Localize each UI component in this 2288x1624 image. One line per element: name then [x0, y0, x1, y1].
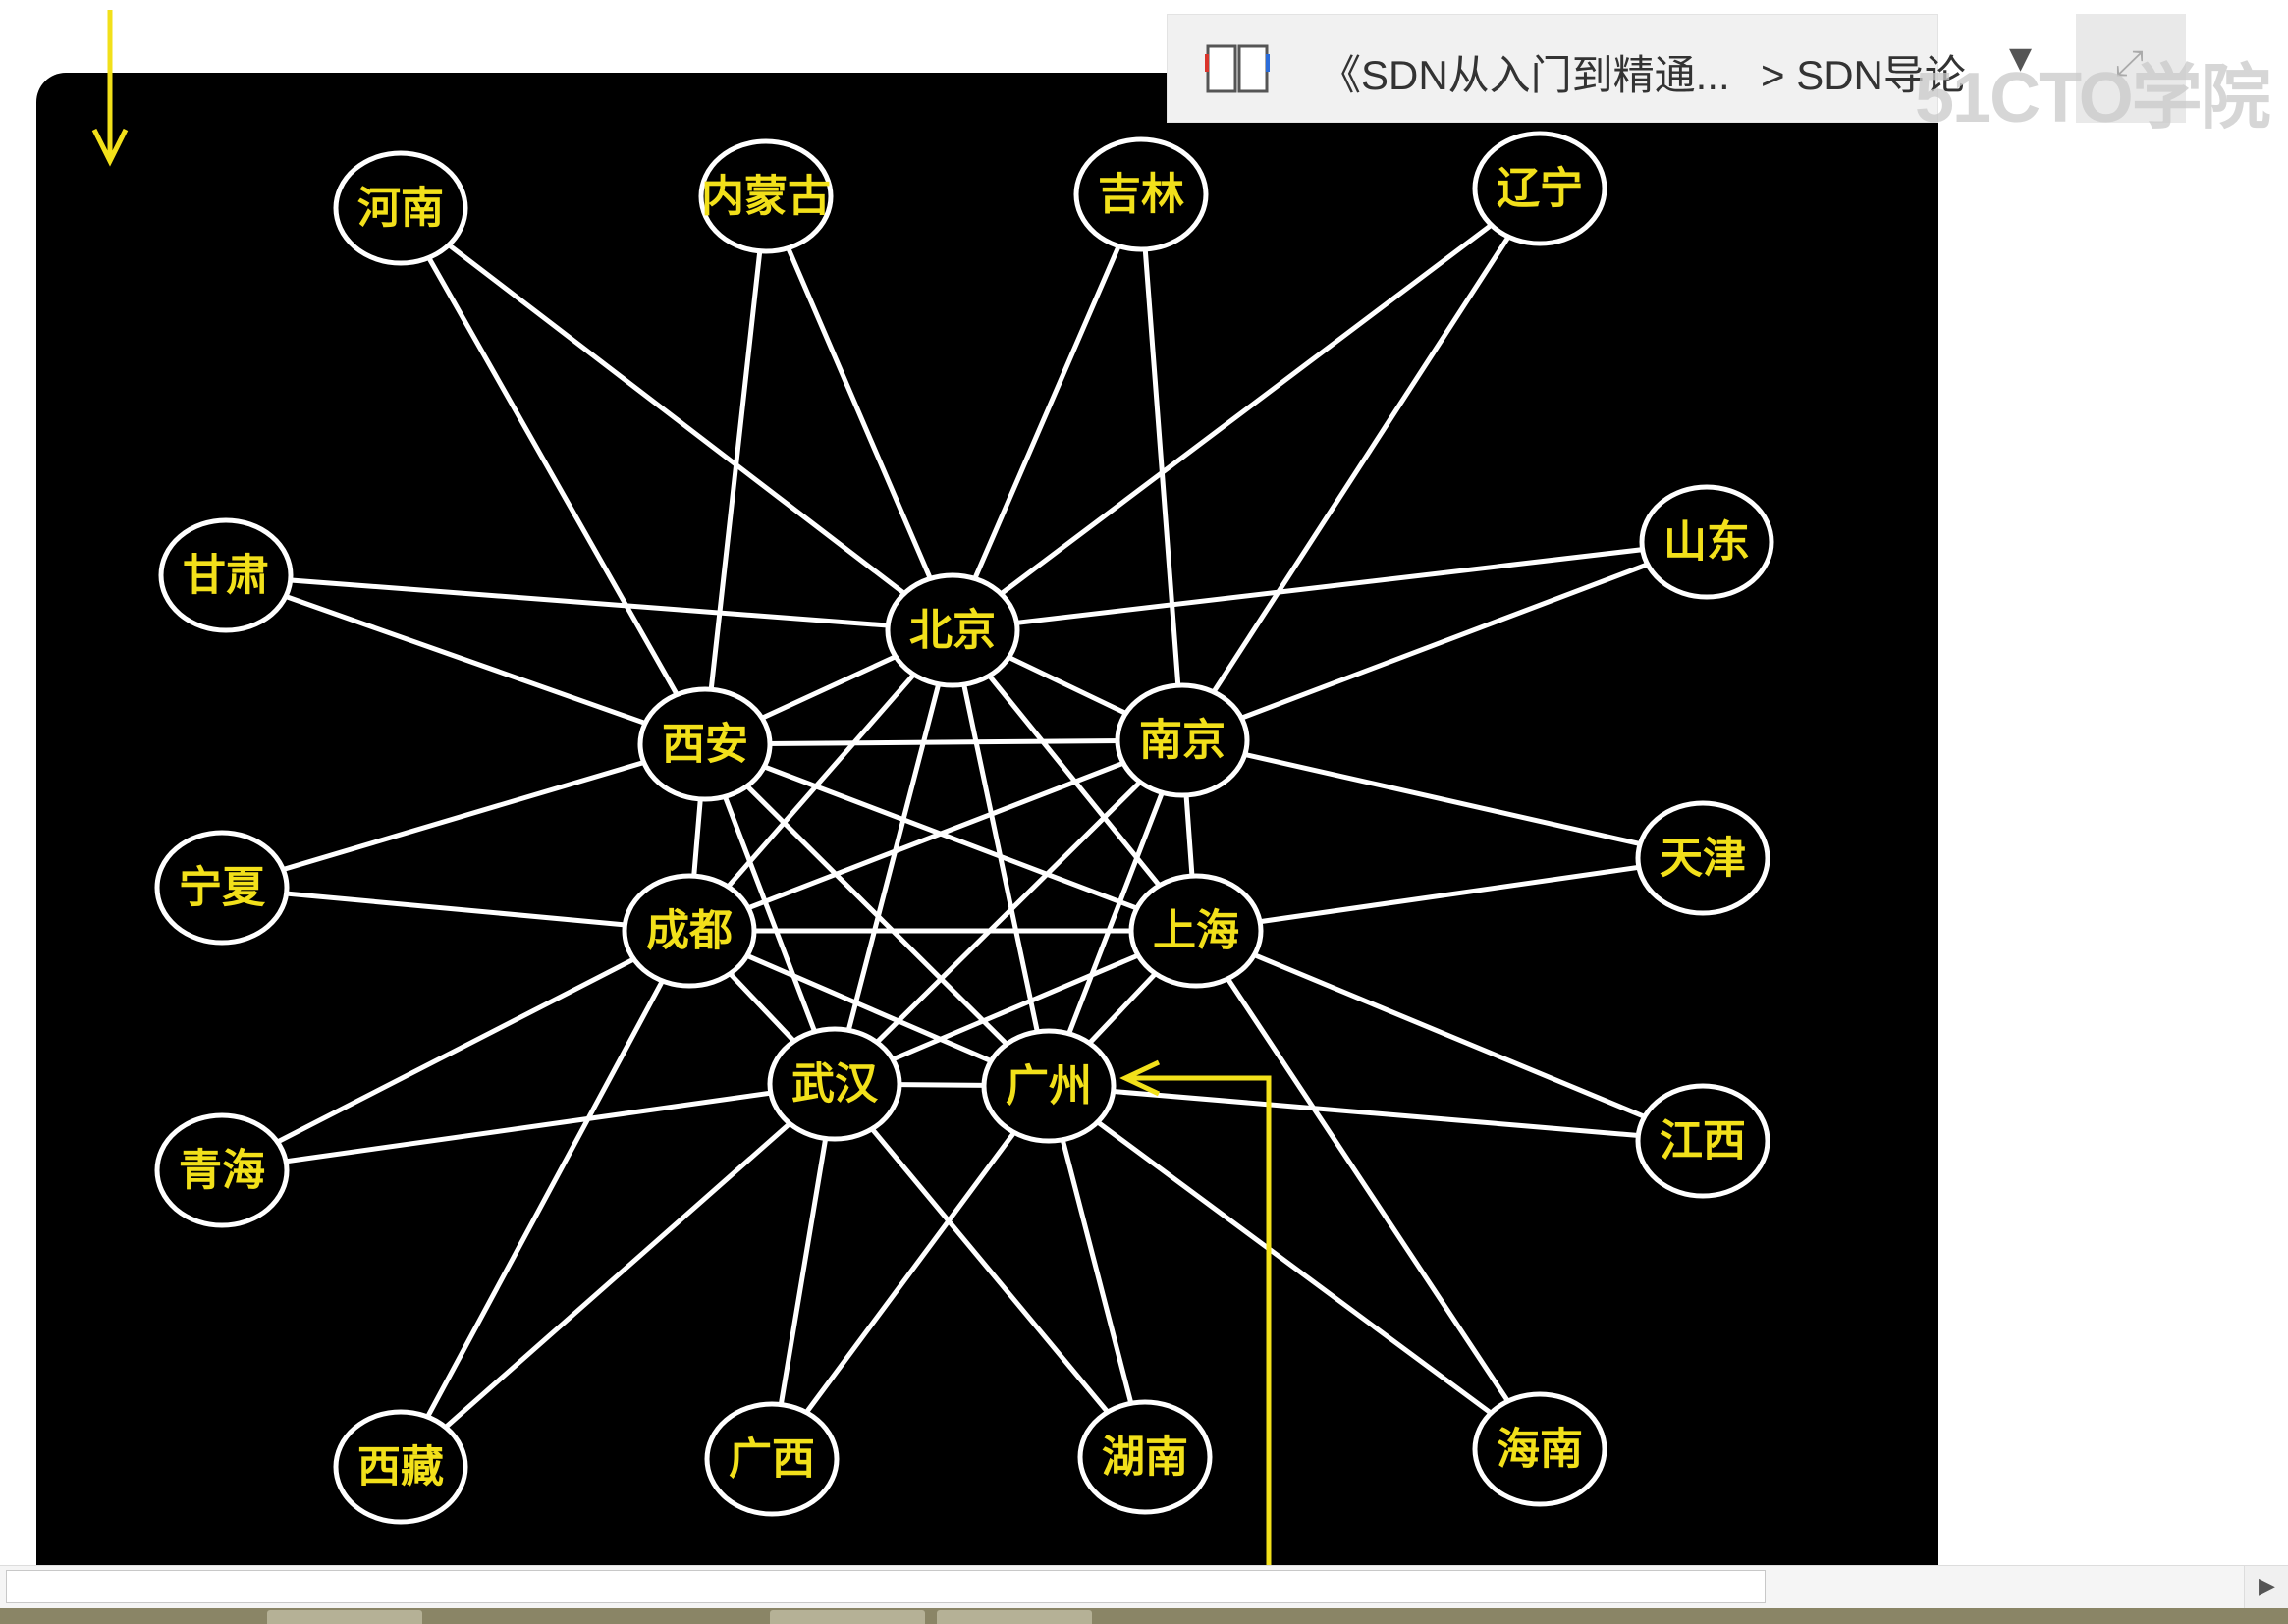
- edge-xian-nanjing: [705, 740, 1182, 744]
- edge-guangxi-guangzhou: [772, 1086, 1049, 1459]
- edge-henan-xian: [401, 208, 705, 744]
- node-hainan: 海南: [1475, 1394, 1605, 1504]
- node-label: 辽宁: [1497, 164, 1583, 214]
- node-xian: 西安: [640, 689, 770, 799]
- edge-hainan-guangzhou: [1049, 1086, 1540, 1449]
- node-label: 内蒙古: [701, 172, 831, 222]
- node-henan: 河南: [336, 153, 465, 263]
- node-hunan: 湖南: [1080, 1402, 1210, 1512]
- horizontal-scrollbar[interactable]: ▶: [0, 1565, 2288, 1609]
- node-label: 江西: [1660, 1116, 1746, 1166]
- edge-nanjing-wuhan: [835, 740, 1182, 1084]
- node-label: 西安: [662, 720, 748, 770]
- node-guangzhou: 广州: [984, 1031, 1114, 1141]
- node-wuhan: 武汉: [770, 1029, 899, 1139]
- node-ningxia: 宁夏: [157, 833, 287, 943]
- node-label: 北京: [909, 606, 996, 656]
- node-label: 青海: [179, 1146, 265, 1196]
- node-label: 武汉: [791, 1059, 879, 1110]
- node-label: 成都: [646, 906, 733, 956]
- node-tianjin: 天津: [1638, 803, 1768, 913]
- breadcrumb: 《SDN从入门到精通... > SDN导论: [1167, 14, 1938, 123]
- edge-hainan-shanghai: [1196, 931, 1540, 1449]
- node-label: 西藏: [357, 1442, 444, 1492]
- node-beijing: 北京: [888, 575, 1017, 685]
- scrollbar-thumb[interactable]: [6, 1570, 1766, 1603]
- edge-liaoning-nanjing: [1182, 189, 1540, 740]
- taskbar-item[interactable]: [937, 1610, 1092, 1624]
- edge-jilin-beijing: [953, 194, 1141, 630]
- edge-jiangxi-shanghai: [1196, 931, 1703, 1141]
- book-icon: [1205, 42, 1270, 97]
- node-jilin: 吉林: [1076, 139, 1206, 249]
- node-neimenggu: 内蒙古: [701, 141, 831, 251]
- watermark-logo: 51CTO学院: [1915, 39, 2269, 142]
- edge-neimenggu-beijing: [766, 196, 953, 630]
- node-chengdu: 成都: [625, 876, 754, 986]
- node-guangxi: 广西: [707, 1404, 837, 1514]
- node-label: 上海: [1153, 906, 1239, 956]
- node-liaoning: 辽宁: [1475, 134, 1605, 244]
- node-gansu: 甘肃: [161, 520, 291, 630]
- caret-right-icon: ▶: [2259, 1574, 2275, 1598]
- edges-layer: [222, 189, 1707, 1467]
- edge-gansu-beijing: [226, 575, 953, 630]
- node-label: 河南: [357, 184, 444, 234]
- node-shanghai: 上海: [1131, 876, 1261, 986]
- edge-ningxia-xian: [222, 744, 705, 888]
- taskbar-item[interactable]: [770, 1610, 925, 1624]
- node-jiangxi: 江西: [1638, 1086, 1768, 1196]
- node-label: 吉林: [1098, 170, 1184, 220]
- edge-liaoning-beijing: [953, 189, 1540, 630]
- edge-qinghai-wuhan: [222, 1084, 835, 1170]
- edge-tianjin-nanjing: [1182, 740, 1703, 858]
- node-label: 甘肃: [183, 551, 269, 601]
- edge-neimenggu-xian: [705, 196, 766, 744]
- edge-jilin-nanjing: [1141, 194, 1182, 740]
- node-label: 广州: [1006, 1061, 1092, 1111]
- edge-qinghai-chengdu: [222, 931, 689, 1170]
- edge-jiangxi-guangzhou: [1049, 1086, 1703, 1141]
- node-xizang: 西藏: [336, 1412, 465, 1522]
- node-label: 海南: [1497, 1425, 1583, 1475]
- edge-henan-beijing: [401, 208, 953, 630]
- course-title-link[interactable]: 《SDN从入门到精通...: [1320, 42, 1730, 102]
- node-label: 山东: [1663, 517, 1750, 568]
- taskbar: [0, 1608, 2288, 1624]
- taskbar-item[interactable]: [267, 1610, 422, 1624]
- edge-xian-guangzhou: [705, 744, 1049, 1086]
- scroll-right-button[interactable]: ▶: [2244, 1566, 2288, 1609]
- node-label: 广西: [729, 1435, 815, 1485]
- node-label: 天津: [1660, 834, 1746, 884]
- edge-tianjin-shanghai: [1196, 858, 1703, 931]
- edge-gansu-xian: [226, 575, 705, 744]
- node-shandong: 山东: [1642, 487, 1771, 597]
- node-nanjing: 南京: [1117, 685, 1247, 795]
- edge-xizang-chengdu: [401, 931, 689, 1467]
- edge-ningxia-chengdu: [222, 888, 689, 931]
- node-label: 南京: [1139, 716, 1226, 766]
- node-label: 宁夏: [179, 863, 266, 913]
- node-label: 湖南: [1102, 1433, 1188, 1483]
- node-qinghai: 青海: [157, 1115, 287, 1225]
